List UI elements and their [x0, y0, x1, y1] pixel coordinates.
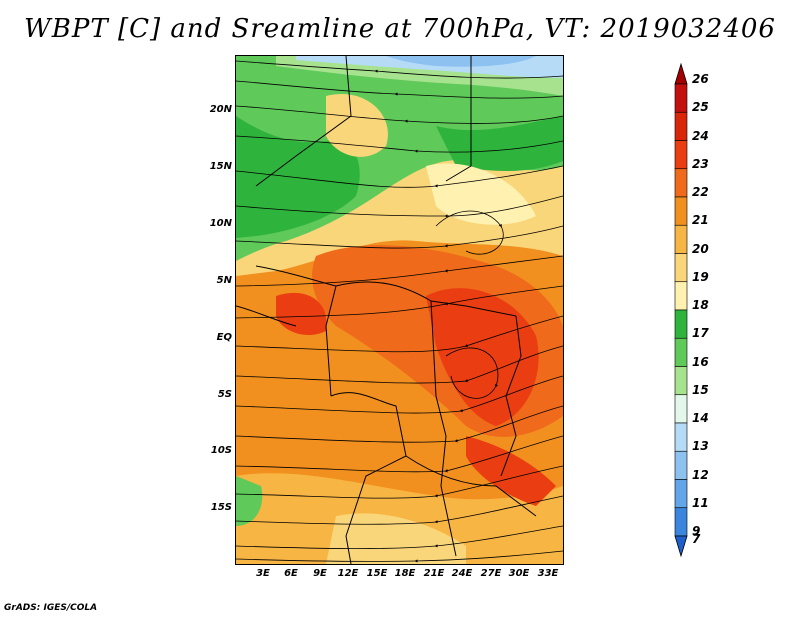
lat-tick-15n: 15N [209, 161, 232, 172]
lon-tick-18e: 18E [394, 568, 416, 579]
colorbar-segment [674, 366, 688, 396]
lon-tick-9e: 9E [313, 568, 327, 579]
colorbar-label: 22 [692, 185, 709, 199]
lat-tick-5n: 5N [216, 275, 232, 286]
lon-tick-21e: 21E [423, 568, 445, 579]
colorbar-segment [674, 224, 688, 254]
lat-tick-20n: 20N [209, 104, 232, 115]
lon-tick-15e: 15E [366, 568, 388, 579]
lon-tick-24e: 24E [451, 568, 473, 579]
wbpt-field-23 [426, 288, 539, 426]
colorbar-label: 7 [692, 532, 701, 546]
colorbar-label: 26 [692, 72, 709, 86]
colorbar-label: 18 [692, 298, 709, 312]
lat-tick-10s: 10S [210, 445, 232, 456]
colorbar-segment [674, 140, 688, 170]
colorbar-segment [674, 337, 688, 367]
colorbar-segment [674, 168, 688, 198]
lon-tick-33e: 33E [537, 568, 559, 579]
lat-tick-eq: EQ [216, 332, 232, 343]
colorbar-label: 14 [692, 411, 709, 425]
colorbar-bottom-arrow [674, 535, 688, 558]
map-canvas [236, 56, 563, 564]
colorbar-label: 16 [692, 354, 709, 369]
colorbar-label: 20 [692, 241, 709, 256]
streamlines [236, 60, 563, 563]
colorbar-label: 23 [692, 156, 709, 171]
colorbar-segment [674, 507, 688, 537]
colorbar-segment [674, 422, 688, 452]
colorbar-label: 17 [692, 326, 709, 341]
colorbar-label: 9 [692, 524, 701, 538]
lon-tick-3e: 3E [256, 568, 270, 579]
colorbar-segment [674, 281, 688, 311]
colorbar-label: 21 [692, 213, 709, 228]
colorbar-label: 13 [692, 439, 709, 454]
wbpt-field-17 [236, 116, 360, 238]
lon-tick-6e: 6E [284, 568, 298, 579]
colorbar-segment [674, 83, 688, 113]
lon-tick-27e: 27E [480, 568, 502, 579]
country-borders [236, 56, 537, 564]
map-panel [235, 55, 564, 565]
colorbar-top-arrow [674, 62, 688, 85]
lon-tick-30e: 30E [508, 568, 530, 579]
colorbar-segment [674, 309, 688, 339]
chart-title: WBPT [C] and Sreamline at 700hPa, VT: 20… [24, 14, 776, 44]
colorbar-segment [674, 253, 688, 283]
colorbar-label: 19 [692, 269, 709, 284]
lon-tick-12e: 12E [337, 568, 359, 579]
lat-tick-5s: 5S [217, 389, 232, 400]
colorbar-segment [674, 196, 688, 226]
colorbar-label: 15 [692, 382, 709, 397]
colorbar-segment [674, 479, 688, 509]
lat-tick-15s: 15S [210, 502, 232, 513]
lat-tick-10n: 10N [209, 218, 232, 229]
colorbar-segment [674, 111, 688, 141]
footer-credit: GrADS: IGES/COLA [4, 603, 98, 613]
colorbar-segment [674, 450, 688, 480]
colorbar-label: 24 [692, 128, 709, 143]
colorbar [674, 62, 688, 558]
colorbar-segment [674, 394, 688, 424]
colorbar-label: 25 [692, 100, 709, 115]
colorbar-label: 11 [692, 495, 709, 510]
colorbar-label: 12 [692, 467, 709, 482]
wbpt-field-12 [386, 56, 536, 67]
